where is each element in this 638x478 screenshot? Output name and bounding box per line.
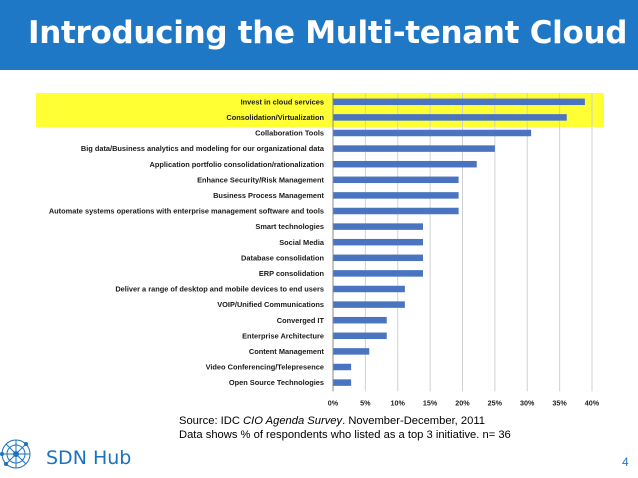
category-label: Enterprise Architecture	[242, 331, 324, 340]
bar	[333, 176, 459, 184]
category-label: Content Management	[249, 347, 325, 356]
bar	[333, 285, 405, 293]
category-label: Automate systems operations with enterpr…	[49, 207, 324, 216]
category-label: Big data/Business analytics and modeling…	[81, 144, 325, 153]
bar	[333, 207, 459, 215]
x-tick-label: 35%	[552, 398, 567, 407]
brand-name: SDN Hub	[46, 447, 132, 469]
x-tick-label: 0%	[328, 398, 339, 407]
bar	[333, 363, 352, 371]
category-label: Database consolidation	[241, 253, 324, 262]
category-label: Application portfolio consolidation/rati…	[150, 160, 325, 169]
category-label: Deliver a range of desktop and mobile de…	[115, 285, 324, 294]
bar	[333, 160, 477, 168]
x-tick-label: 15%	[423, 398, 438, 407]
data-note: Data shows % of respondents who listed a…	[179, 429, 511, 441]
category-label: Smart technologies	[255, 222, 324, 231]
source-caption: Source: IDC CIO Agenda Survey. November-…	[179, 415, 485, 427]
bar	[333, 145, 495, 152]
source-prefix: Source: IDC	[179, 415, 244, 427]
category-label: Consolidation/Virtualization	[226, 113, 324, 122]
x-tick-label: 40%	[585, 398, 600, 407]
bar	[333, 316, 387, 324]
bar	[333, 223, 424, 230]
sdn-hub-logo-icon	[0, 439, 31, 469]
x-tick-label: 5%	[360, 398, 371, 407]
bar	[333, 348, 370, 355]
bar	[333, 192, 459, 199]
category-label: Collaboration Tools	[255, 129, 324, 138]
category-label: Business Process Management	[213, 191, 324, 200]
bar	[333, 254, 424, 262]
category-label: Open Source Technologies	[229, 378, 324, 387]
x-tick-label: 10%	[391, 398, 406, 407]
source-survey-name: CIO Agenda Survey	[243, 415, 343, 427]
bar	[333, 238, 424, 246]
x-tick-label: 25%	[488, 398, 503, 407]
category-label: Invest in cloud services	[241, 97, 324, 106]
category-label: Social Media	[279, 238, 325, 247]
bar	[333, 98, 585, 106]
bar	[333, 114, 567, 121]
title-bar: Introducing the Multi-tenant Cloud	[0, 0, 638, 70]
category-label: Converged IT	[277, 316, 325, 325]
x-tick-label: 30%	[520, 398, 535, 407]
category-label: Video Conferencing/Telepresence	[206, 363, 324, 372]
category-label: Enhance Security/Risk Management	[197, 175, 324, 184]
bar	[333, 379, 352, 386]
bar	[333, 332, 387, 340]
source-suffix: . November-December, 2011	[342, 415, 485, 427]
category-label: ERP consolidation	[259, 269, 325, 278]
page-number: 4	[622, 455, 629, 469]
bar	[333, 129, 532, 137]
bar	[333, 270, 424, 277]
x-tick-label: 20%	[455, 398, 470, 407]
category-label: VOIP/Unified Communications	[217, 300, 324, 309]
bar	[333, 301, 405, 308]
slide-title: Introducing the Multi-tenant Cloud	[28, 15, 628, 51]
